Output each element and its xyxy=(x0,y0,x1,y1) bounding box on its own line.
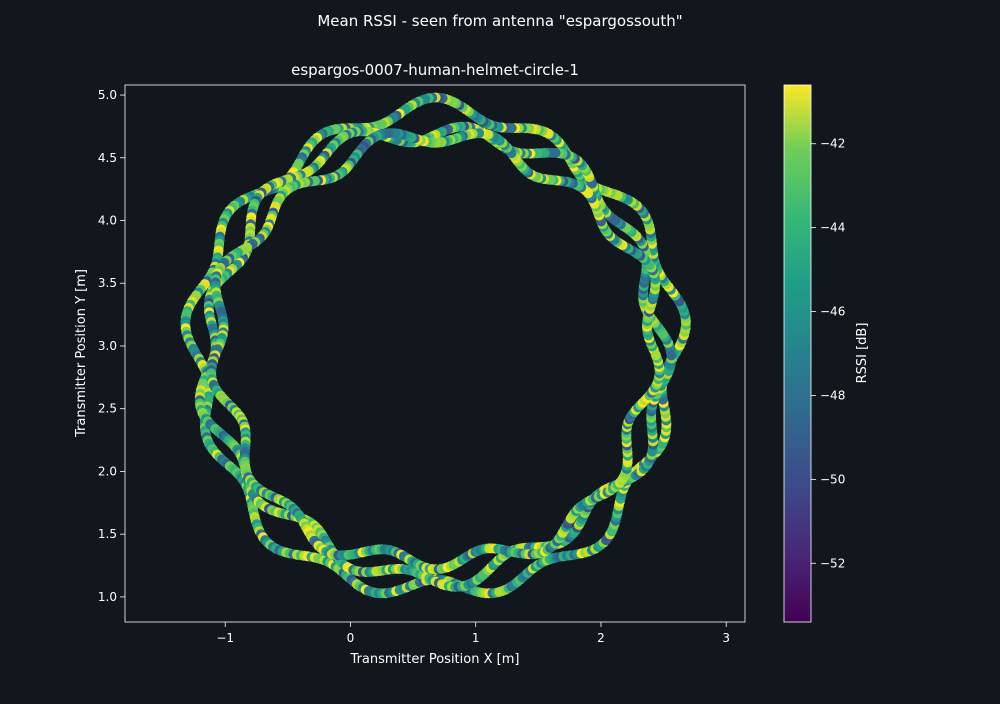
x-axis-label: Transmitter Position X [m] xyxy=(350,652,520,667)
scatter-point xyxy=(650,350,661,361)
scatter-points xyxy=(180,92,691,599)
colorbar-tick-label: −48 xyxy=(820,388,845,402)
y-tick-label: 3.5 xyxy=(98,276,117,290)
colorbar-tick-label: −50 xyxy=(820,472,845,486)
y-axis-label: Transmitter Position Y [m] xyxy=(74,269,89,438)
x-tick-label: −1 xyxy=(216,631,234,645)
x-tick-label: 0 xyxy=(347,631,355,645)
scatter-point xyxy=(666,350,677,361)
y-tick-label: 5.0 xyxy=(98,88,117,102)
y-tick-label: 4.0 xyxy=(98,214,117,228)
y-tick-label: 1.5 xyxy=(98,527,117,541)
y-tick-label: 2.0 xyxy=(98,464,117,478)
y-tick-label: 3.0 xyxy=(98,339,117,353)
y-axis: 1.0 1.5 2.0 2.5 3.0 3.5 4.0 4.5 5.0 xyxy=(98,88,125,604)
x-axis: −1 0 1 2 3 xyxy=(216,622,730,645)
colorbar-label: RSSI [dB] xyxy=(855,323,870,384)
colorbar-tick-label: −52 xyxy=(820,556,845,570)
colorbar-ticks: −52 −50 −48 −46 −44 −42 xyxy=(811,137,845,570)
colorbar xyxy=(783,84,812,623)
plot-frame xyxy=(124,84,746,623)
colorbar-tick-label: −46 xyxy=(820,305,845,319)
y-tick-label: 4.5 xyxy=(98,151,117,165)
colorbar-tick-label: −42 xyxy=(820,137,845,151)
x-tick-label: 2 xyxy=(597,631,605,645)
x-tick-label: 3 xyxy=(722,631,730,645)
chart-title: espargos-0007-human-helmet-circle-1 xyxy=(291,61,579,79)
colorbar-tick-label: −44 xyxy=(820,221,845,235)
y-tick-label: 1.0 xyxy=(98,590,117,604)
figure-suptitle: Mean RSSI - seen from antenna "espargoss… xyxy=(317,12,682,30)
x-tick-label: 1 xyxy=(472,631,480,645)
y-tick-label: 2.5 xyxy=(98,402,117,416)
